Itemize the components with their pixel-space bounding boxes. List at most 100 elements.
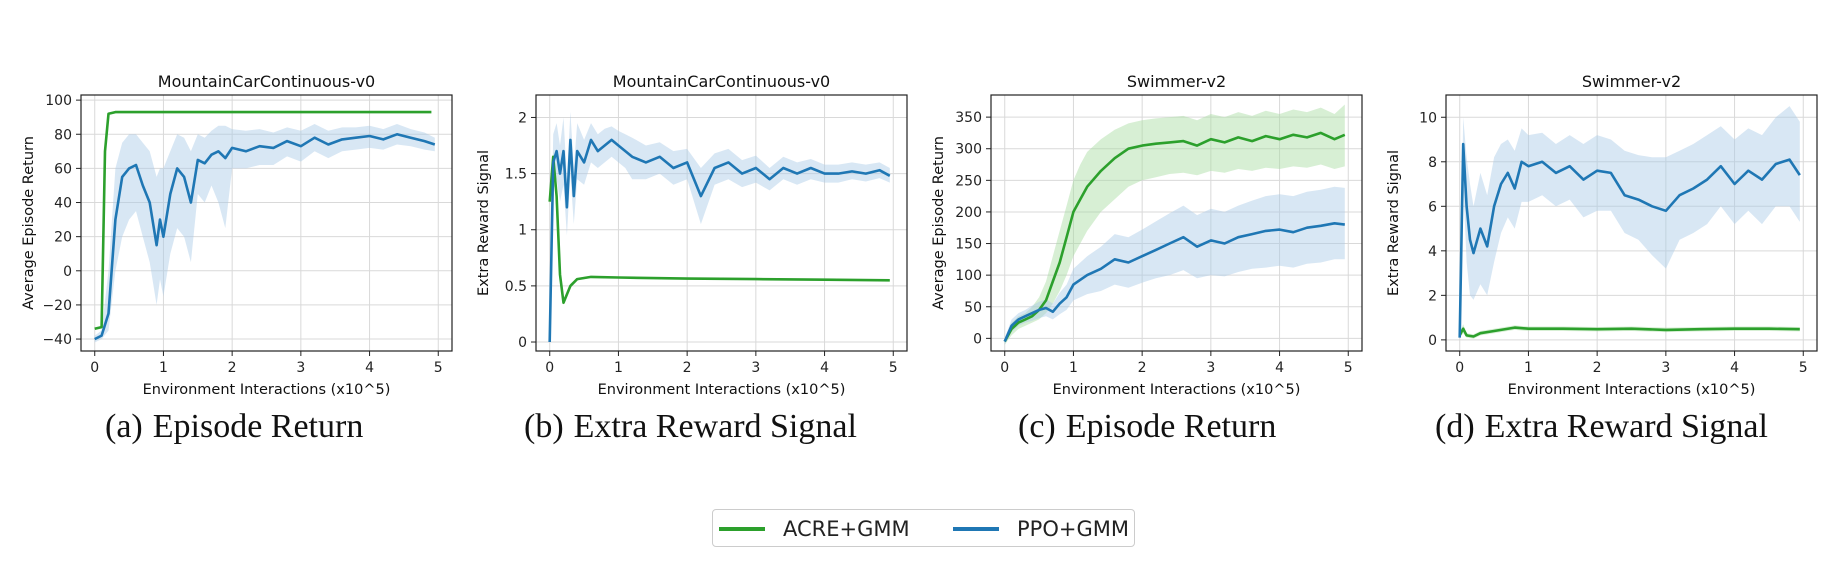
chart-title: MountainCarContinuous-v0 bbox=[613, 72, 830, 91]
y-tick-label: 100 bbox=[45, 93, 72, 109]
caption-d-label: (d) bbox=[1435, 408, 1475, 445]
plot-frame bbox=[80, 94, 453, 352]
band-ppo-gmm bbox=[94, 124, 435, 343]
caption-d-text: Extra Reward Signal bbox=[1484, 408, 1768, 445]
x-axis-label: Environment Interactions (x10^5) bbox=[598, 382, 846, 398]
x-tick-label: 0 bbox=[1455, 360, 1464, 376]
chart-3: 0 1 2 3 4 5050100150200250300350Swimmer-v2Env… bbox=[931, 72, 1363, 398]
x-tick-label: 0 bbox=[90, 360, 99, 376]
caption-c: (c) Episode Return bbox=[1018, 408, 1276, 446]
x-tick-label: 4 bbox=[365, 360, 374, 376]
y-tick-label: 0 bbox=[973, 331, 982, 347]
y-tick-label: 8 bbox=[1428, 155, 1437, 171]
y-tick-label: 10 bbox=[1419, 110, 1437, 126]
y-tick-label: −40 bbox=[42, 332, 72, 348]
band-acre-gmm bbox=[1459, 324, 1800, 339]
legend-label-ppo: PPO+GMM bbox=[1017, 517, 1129, 541]
chart-title: MountainCarContinuous-v0 bbox=[158, 72, 375, 91]
caption-a-label: (a) bbox=[105, 408, 143, 445]
x-tick-label: 3 bbox=[751, 360, 760, 376]
legend-swatch-acre bbox=[719, 527, 765, 531]
chart-4: 0 1 2 3 4 5 0 2 4 6 8 10 Swimmer-v2 Environment Inter… bbox=[1386, 72, 1818, 398]
y-tick-label: 50 bbox=[964, 300, 982, 316]
y-tick-label: 250 bbox=[955, 173, 982, 189]
x-tick-label: 5 bbox=[889, 360, 898, 376]
y-tick-label: 100 bbox=[955, 268, 982, 284]
y-tick-label: 60 bbox=[54, 161, 72, 177]
caption-b: (b) Extra Reward Signal bbox=[524, 408, 857, 446]
x-axis-label: Environment Interactions (x10^5) bbox=[143, 382, 391, 398]
legend-label-acre: ACRE+GMM bbox=[783, 517, 910, 541]
x-axis-label: Environment Interactions (x10^5) bbox=[1053, 382, 1301, 398]
caption-c-text: Episode Return bbox=[1065, 408, 1277, 445]
series-line-ppo-gmm bbox=[94, 133, 436, 341]
caption-b-label: (b) bbox=[524, 408, 564, 445]
y-tick-label: 2 bbox=[518, 110, 527, 126]
legend-swatch-ppo bbox=[953, 527, 999, 531]
x-tick-label: 3 bbox=[1661, 360, 1670, 376]
x-tick-label: 3 bbox=[1206, 360, 1215, 376]
caption-a: (a) Episode Return bbox=[105, 408, 363, 446]
y-tick-label: 0 bbox=[518, 335, 527, 351]
series-line-ppo-gmm bbox=[548, 138, 891, 343]
band-ppo-gmm bbox=[1004, 186, 1345, 345]
y-tick-label: 6 bbox=[1428, 199, 1437, 215]
caption-a-text: Episode Return bbox=[152, 408, 364, 445]
x-tick-label: 5 bbox=[1344, 360, 1353, 376]
y-axis-label: Extra Reward Signal bbox=[476, 150, 492, 296]
x-tick-label: 4 bbox=[1730, 360, 1739, 376]
x-tick-label: 2 bbox=[1138, 360, 1147, 376]
plot-frame bbox=[990, 94, 1363, 352]
y-tick-label: 40 bbox=[54, 196, 72, 212]
series-line-ppo-gmm bbox=[1003, 222, 1345, 343]
x-tick-label: 2 bbox=[683, 360, 692, 376]
plot-frame bbox=[1445, 94, 1818, 352]
band-ppo-gmm bbox=[1459, 106, 1800, 338]
y-tick-label: 80 bbox=[54, 127, 72, 143]
x-tick-label: 1 bbox=[1524, 360, 1533, 376]
y-axis-label: Average Episode Return bbox=[931, 136, 947, 310]
x-tick-label: 1 bbox=[159, 360, 168, 376]
chart-1: 0 1 2 3 4 5 −40 −20 0 20 40 60 80 100 MountainCarConti… bbox=[21, 72, 453, 398]
series-line-ppo-gmm bbox=[1458, 142, 1801, 338]
y-tick-label: 0.5 bbox=[505, 279, 527, 295]
y-tick-label: 20 bbox=[54, 230, 72, 246]
chart-title: Swimmer-v2 bbox=[1127, 72, 1226, 91]
band-ppo-gmm bbox=[549, 111, 890, 342]
y-tick-label: 300 bbox=[955, 142, 982, 158]
x-tick-label: 4 bbox=[1275, 360, 1284, 376]
y-tick-label: 200 bbox=[955, 205, 982, 221]
y-tick-label: 2 bbox=[1428, 288, 1437, 304]
y-tick-label: 350 bbox=[955, 110, 982, 126]
y-tick-label: 0 bbox=[63, 264, 72, 280]
caption-d: (d) Extra Reward Signal bbox=[1435, 408, 1768, 446]
chart-title: Swimmer-v2 bbox=[1582, 72, 1681, 91]
y-tick-label: 4 bbox=[1428, 244, 1437, 260]
caption-c-label: (c) bbox=[1018, 408, 1056, 445]
x-tick-label: 5 bbox=[1799, 360, 1808, 376]
x-tick-label: 2 bbox=[1593, 360, 1602, 376]
y-tick-label: 1 bbox=[518, 223, 527, 239]
x-tick-label: 2 bbox=[228, 360, 237, 376]
y-axis-label: Average Episode Return bbox=[21, 136, 37, 310]
legend: ACRE+GMM PPO+GMM bbox=[712, 509, 1135, 547]
legend-item-ppo: PPO+GMM bbox=[953, 516, 1129, 542]
plot-frame bbox=[535, 94, 908, 352]
band-acre-gmm bbox=[1004, 104, 1345, 345]
x-tick-label: 0 bbox=[545, 360, 554, 376]
chart-2: 0 1 2 3 4 5 0 0.5 1 1.5 2 MountainCarContinuous-v0 E… bbox=[476, 72, 908, 398]
x-tick-label: 0 bbox=[1000, 360, 1009, 376]
x-tick-label: 4 bbox=[820, 360, 829, 376]
series-line-acre-gmm bbox=[94, 110, 432, 331]
x-tick-label: 1 bbox=[1069, 360, 1078, 376]
y-tick-label: 1.5 bbox=[505, 167, 527, 183]
x-tick-label: 5 bbox=[434, 360, 443, 376]
x-tick-label: 1 bbox=[614, 360, 623, 376]
x-axis-label: Environment Interactions (x10^5) bbox=[1508, 382, 1756, 398]
caption-b-text: Extra Reward Signal bbox=[573, 408, 857, 445]
y-tick-label: −20 bbox=[42, 298, 72, 314]
legend-item-acre: ACRE+GMM bbox=[719, 516, 910, 542]
series-line-acre-gmm bbox=[548, 155, 890, 305]
x-tick-label: 3 bbox=[296, 360, 305, 376]
